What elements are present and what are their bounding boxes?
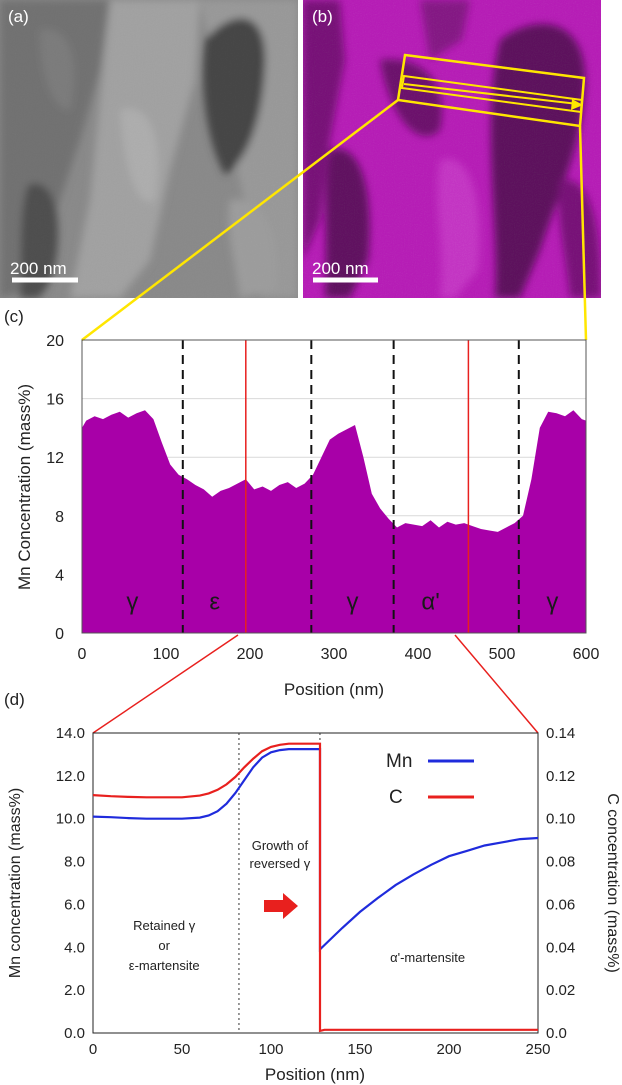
chart-d-y2tick-label: 0.02 bbox=[546, 982, 575, 999]
chart-d-ytick-label: 4.0 bbox=[64, 939, 85, 956]
chart-c-ytick-label: 12 bbox=[46, 450, 64, 467]
chart-c-xtick-label: 0 bbox=[78, 646, 87, 663]
annotation-text: Retained γ bbox=[133, 918, 196, 933]
annotation-text: or bbox=[158, 938, 170, 953]
phase-label: ε bbox=[209, 589, 220, 616]
chart-c-ylabel: Mn Concentration (mass%) bbox=[15, 384, 34, 590]
chart-d-xtick-label: 0 bbox=[89, 1041, 97, 1058]
chart-c-xtick-label: 300 bbox=[321, 646, 348, 663]
chart-c-ytick-label: 16 bbox=[46, 392, 64, 409]
chart-c-ytick-label: 0 bbox=[55, 626, 64, 643]
panel-a-label: (a) bbox=[8, 7, 29, 26]
chart-d-legend: Mn C bbox=[386, 751, 474, 808]
chart-d-xlabel: Position (nm) bbox=[265, 1065, 365, 1084]
growth-arrow-icon bbox=[264, 893, 298, 919]
scalebar-a-text: 200 nm bbox=[10, 259, 67, 278]
connector-yellow-right bbox=[578, 125, 588, 341]
chart-d-frame bbox=[92, 732, 539, 1034]
chart-d-y2tick-label: 0.0 bbox=[546, 1025, 567, 1042]
micrograph-a bbox=[0, 0, 298, 298]
chart-d-ytick-label: 14.0 bbox=[56, 725, 85, 742]
chart-d-ytick-label: 2.0 bbox=[64, 982, 85, 999]
mn-profile-area bbox=[82, 410, 586, 633]
chart-d-ytick-label: 6.0 bbox=[64, 896, 85, 913]
chart-d-ytick-label: 8.0 bbox=[64, 854, 85, 871]
series-c-line bbox=[92, 742, 538, 1033]
legend-mn-label: Mn bbox=[386, 751, 412, 772]
chart-d-y2tick-label: 0.04 bbox=[546, 939, 575, 956]
chart-c-xtick-label: 600 bbox=[573, 646, 600, 663]
chart-d-ylabel: Mn concentration (mass%) bbox=[7, 788, 24, 978]
chart-d-ytick-label: 10.0 bbox=[56, 811, 85, 828]
phase-label: γ bbox=[546, 589, 558, 616]
chart-d-xtick-label: 200 bbox=[436, 1041, 461, 1058]
connector-yellow-left bbox=[81, 99, 399, 341]
chart-c-ytick-label: 8 bbox=[55, 509, 64, 526]
linescan-inner-box bbox=[400, 74, 584, 114]
chart-d-y2tick-label: 0.08 bbox=[546, 854, 575, 871]
chart-d-y2tick-label: 0.12 bbox=[546, 768, 575, 785]
linescan-arrow bbox=[403, 83, 579, 105]
phase-label: γ bbox=[346, 589, 358, 616]
legend-c-label: C bbox=[389, 787, 403, 808]
chart-c-xtick-label: 500 bbox=[489, 646, 516, 663]
chart-d-ytick-label: 0.0 bbox=[64, 1025, 85, 1042]
chart-d-xtick-label: 100 bbox=[258, 1041, 283, 1058]
annotation-text: reversed γ bbox=[250, 856, 311, 871]
scalebar-b-text: 200 nm bbox=[312, 259, 369, 278]
phase-label: γ bbox=[126, 589, 138, 616]
chart-c-ytick-label: 4 bbox=[55, 567, 64, 584]
chart-c-xtick-label: 100 bbox=[153, 646, 180, 663]
annotation-text: α'-martensite bbox=[390, 950, 465, 965]
chart-c-xlabel: Position (nm) bbox=[284, 680, 384, 699]
chart-c-ytick-label: 20 bbox=[46, 333, 64, 350]
phase-label: α' bbox=[421, 589, 439, 616]
linescan-arrowhead bbox=[571, 99, 583, 110]
series-mn-line bbox=[92, 748, 539, 953]
panel-d-label: (d) bbox=[4, 690, 25, 709]
chart-c-xtick-label: 400 bbox=[405, 646, 432, 663]
chart-c-frame bbox=[81, 339, 587, 634]
connector-red-right bbox=[454, 634, 539, 734]
panel-c-label: (c) bbox=[4, 307, 24, 326]
chart-d-xtick-label: 250 bbox=[525, 1041, 550, 1058]
chart-c: 0 100 200 300 400 500 600 0 4 8 12 16 20 γ ε γ α' γ Pos… bbox=[15, 333, 599, 699]
panel-b-label: (b) bbox=[312, 7, 333, 26]
chart-c-xtick-label: 200 bbox=[237, 646, 264, 663]
chart-d-y2tick-label: 0.14 bbox=[546, 725, 575, 742]
chart-d-ytick-label: 12.0 bbox=[56, 768, 85, 785]
connector-red-left bbox=[92, 634, 239, 734]
eds-map-b bbox=[303, 0, 601, 298]
chart-d-y2label: C concentration (mass%) bbox=[604, 793, 621, 973]
annotation-text: Growth of bbox=[252, 838, 309, 853]
annotation-text: ε-martensite bbox=[129, 958, 200, 973]
chart-d: 0 50 100 150 200 250 0.0 2.0 4.0 6.0 8.0 10.0 12.0 1… bbox=[7, 725, 621, 1084]
chart-d-xtick-label: 50 bbox=[174, 1041, 191, 1058]
chart-d-y2tick-label: 0.10 bbox=[546, 811, 575, 828]
chart-d-y2tick-label: 0.06 bbox=[546, 896, 575, 913]
chart-d-xtick-label: 150 bbox=[347, 1041, 372, 1058]
